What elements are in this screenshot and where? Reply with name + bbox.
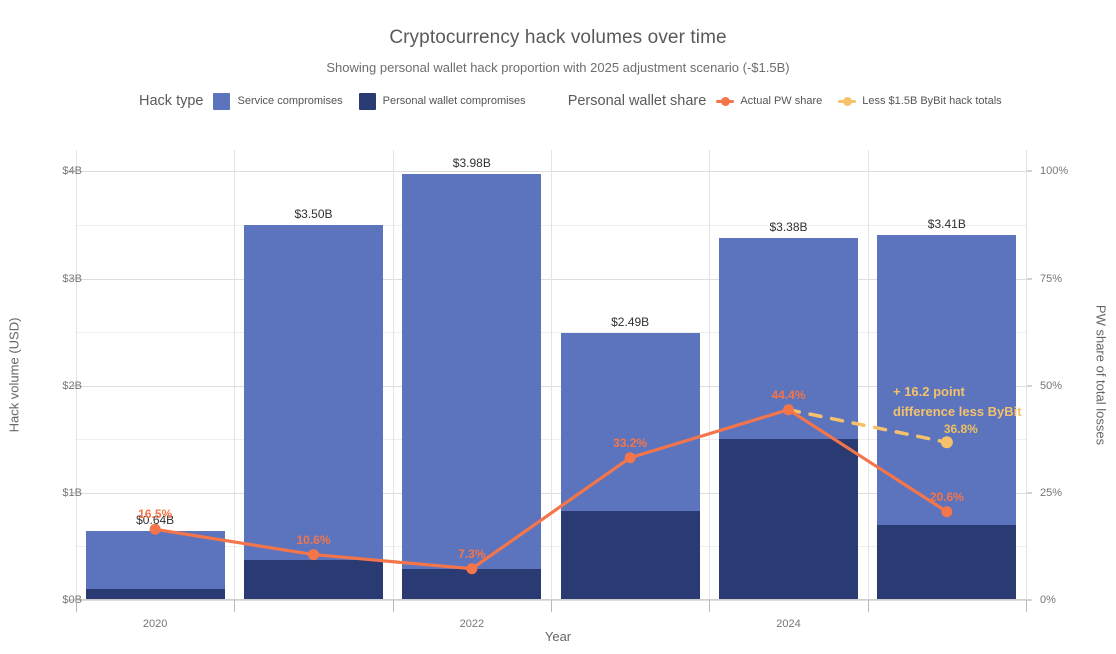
percent-label-less-bybit-totals: 36.8% [943, 422, 978, 437]
y-tick-mark-left [70, 492, 75, 494]
legend-item-actual-pw-share[interactable]: Actual PW share [716, 95, 822, 107]
annotation-line-1: + 16.2 point [893, 384, 965, 399]
bar-segment-personal-wallet-compromises[interactable] [244, 560, 383, 600]
bar-column[interactable] [85, 531, 225, 600]
y-tick-label-right: 75% [1040, 272, 1063, 285]
bar-segment-service-compromises[interactable] [719, 237, 858, 440]
legend-group-title-personal-wallet-share: Personal wallet share [567, 93, 707, 109]
bar-segment-service-compromises[interactable] [877, 234, 1017, 525]
y-tick-mark-right [1027, 278, 1032, 280]
y-axis-label-left: Hack volume (USD) [6, 317, 22, 433]
x-tick-mark [76, 600, 77, 612]
percent-label-actual-pw-share: 10.6% [296, 532, 331, 547]
y-tick-label-right: 50% [1040, 379, 1063, 392]
x-tick-mark [234, 600, 236, 612]
percent-label-actual-pw-share: 7.3% [458, 546, 486, 561]
x-axis-label: Year [544, 629, 572, 644]
bar-column[interactable] [560, 333, 700, 600]
line-marker-icon-actual-pw-share [716, 95, 735, 107]
legend-item-less-bybit-totals[interactable]: Less $1.5B ByBit hack totals [838, 95, 1002, 107]
legend-swatch-personal-wallet-compromises [358, 92, 376, 110]
y-tick-label-right: 0% [1040, 594, 1056, 606]
y-tick-mark-left [70, 599, 75, 601]
annotation-bybit-difference: + 16.2 point difference less ByBit [893, 382, 1022, 422]
legend-label-service-compromises: Service compromises [237, 95, 343, 107]
bar-segment-service-compromises[interactable] [560, 333, 700, 512]
x-tick-label: 2024 [776, 618, 801, 630]
bar-total-label: $2.49B [611, 315, 650, 330]
legend-group-title-hack-type: Hack type [139, 93, 204, 109]
vertical-gridline [234, 150, 236, 600]
bar-total-label: $3.38B [769, 219, 808, 234]
x-tick-mark [551, 600, 552, 612]
chart-legend: Hack type Service compromises Personal w… [139, 90, 1018, 112]
legend-label-less-bybit-totals: Less $1.5B ByBit hack totals [862, 95, 1002, 107]
annotation-line-2: difference less ByBit [893, 404, 1022, 419]
legend-item-service-compromises[interactable]: Service compromises [213, 92, 343, 110]
bar-segment-personal-wallet-compromises[interactable] [719, 439, 858, 600]
x-tick-label: 2022 [459, 618, 485, 630]
percent-label-actual-pw-share: 16.5% [138, 507, 173, 522]
vertical-gridline [867, 150, 869, 600]
y-tick-mark-right [1027, 492, 1032, 494]
vertical-gridline [709, 150, 711, 600]
chart-title: Cryptocurrency hack volumes over time [389, 27, 727, 48]
bar-segment-personal-wallet-compromises[interactable] [402, 568, 542, 600]
x-tick-label: 2020 [142, 618, 168, 630]
bar-segment-personal-wallet-compromises[interactable] [85, 588, 225, 600]
legend-item-personal-wallet-compromises[interactable]: Personal wallet compromises [358, 92, 526, 110]
y-tick-mark-left [70, 278, 75, 280]
legend-swatch-service-compromises [213, 92, 231, 110]
y-axis-label-right: PW share of total losses [1093, 304, 1109, 446]
bar-total-label: $3.50B [294, 207, 333, 221]
y-tick-mark-right [1027, 599, 1032, 601]
y-tick-label-right: 25% [1040, 486, 1063, 499]
x-tick-mark [867, 600, 869, 612]
bar-segment-service-compromises[interactable] [244, 225, 383, 561]
y-tick-mark-right [1027, 385, 1032, 387]
chart-subtitle: Showing personal wallet hack proportion … [326, 60, 790, 75]
bar-segment-personal-wallet-compromises[interactable] [877, 524, 1017, 600]
bar-column[interactable] [402, 173, 542, 600]
vertical-gridline [1026, 150, 1027, 600]
annotation-bybit-word: ByBit [987, 404, 1022, 419]
bar-segment-service-compromises[interactable] [85, 531, 225, 589]
vertical-gridline [392, 150, 394, 600]
vertical-gridline [76, 150, 77, 600]
bar-segment-service-compromises[interactable] [402, 173, 542, 569]
y-tick-mark-left [70, 385, 75, 387]
bar-total-label: $3.41B [927, 216, 966, 231]
x-axis-baseline [76, 599, 1026, 600]
x-tick-mark [709, 600, 711, 612]
vertical-gridline [551, 150, 552, 600]
x-tick-mark [1026, 600, 1027, 612]
line-marker-icon-less-bybit-totals [838, 95, 857, 107]
percent-label-actual-pw-share: 44.4% [771, 387, 806, 402]
legend-label-actual-pw-share: Actual PW share [740, 95, 823, 107]
bar-total-label: $3.98B [452, 155, 491, 170]
bar-segment-personal-wallet-compromises[interactable] [560, 511, 700, 600]
y-tick-label-right: 100% [1040, 165, 1069, 178]
plot-area [76, 150, 1027, 601]
percent-label-actual-pw-share: 20.6% [929, 489, 964, 504]
legend-label-personal-wallet-compromises: Personal wallet compromises [382, 95, 526, 107]
x-tick-mark [392, 600, 394, 612]
bar-column[interactable] [719, 237, 858, 600]
y-tick-mark-right [1027, 170, 1032, 172]
y-tick-mark-left [70, 170, 75, 172]
percent-label-actual-pw-share: 33.2% [613, 435, 648, 450]
